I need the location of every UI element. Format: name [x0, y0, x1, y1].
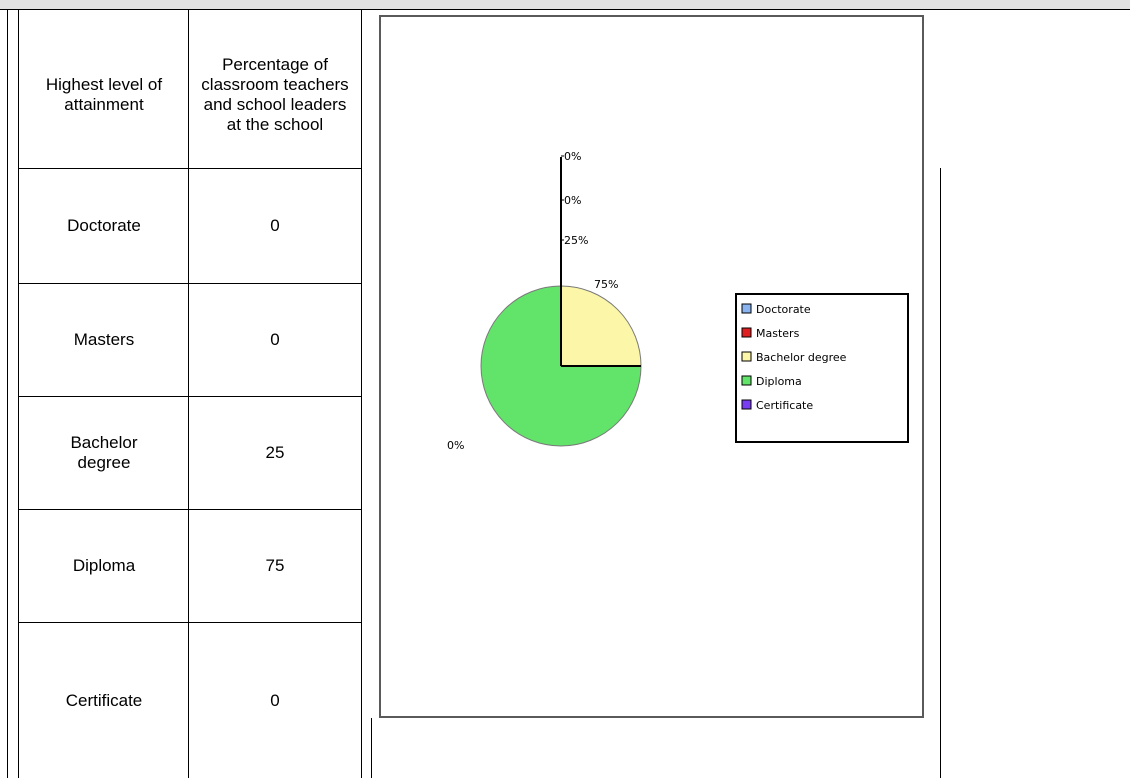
pie-slice-label: 75%: [594, 278, 618, 291]
legend-swatch: [741, 327, 752, 338]
legend-label: Diploma: [756, 375, 802, 388]
table-column-divider: [188, 10, 189, 778]
table-row-value: 0: [270, 330, 280, 349]
table-border-left: [7, 10, 8, 778]
table-border-right: [371, 718, 372, 778]
table-border-outer-left: [18, 10, 19, 778]
pie-slice-label: 0%: [564, 150, 581, 163]
legend-swatch: [741, 351, 752, 362]
table-row-value: 75: [265, 556, 285, 575]
table-row-divider: [18, 509, 362, 510]
table-column-divider: [361, 10, 362, 778]
pie-slice-label: 25%: [564, 234, 588, 247]
table-row-divider: [18, 283, 362, 284]
table-header-percentage: Percentage of classroom teachers and sch…: [201, 55, 349, 134]
legend-label: Masters: [756, 327, 800, 340]
table-row-value: 0: [270, 216, 280, 235]
table-row-level: Diploma: [72, 556, 136, 575]
table-header-level: Highest level of attainment: [45, 75, 163, 114]
table-row-divider: [18, 622, 362, 623]
legend-swatch: [741, 303, 752, 314]
table-row-level: Masters: [73, 330, 135, 349]
pie-slice-label: 0%: [564, 194, 581, 207]
legend-label: Doctorate: [756, 303, 811, 316]
pie-slice-label: 0%: [447, 439, 464, 452]
table-row-level: Bachelor degree: [70, 433, 138, 472]
legend-swatch: [741, 399, 752, 410]
table-row-divider: [18, 168, 362, 169]
pie-slice-bachelor-degree: [560, 285, 642, 367]
top-band: [0, 0, 1130, 10]
legend-swatch: [741, 375, 752, 386]
table-row-level: Certificate: [65, 691, 143, 710]
table-row-level: Doctorate: [67, 216, 141, 235]
table-row-value: 25: [265, 443, 285, 462]
table-row-divider: [18, 396, 362, 397]
legend-label: Bachelor degree: [756, 351, 847, 364]
chart-legend: [735, 293, 909, 443]
pie-chart: 0% 0% 25% 75% 0% Doctorate Masters Bachelor deg…: [447, 150, 909, 452]
pie-chart-frame: 0% 0% 25% 75% 0% Doctorate Masters Bachelor deg…: [379, 15, 924, 718]
table-row-value: 0: [270, 691, 280, 710]
chart-cell-border: [940, 168, 941, 778]
legend-label: Certificate: [756, 399, 813, 412]
